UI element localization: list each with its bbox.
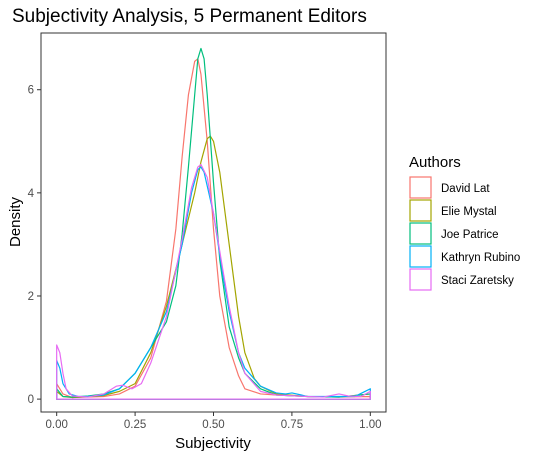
legend-key <box>409 176 432 199</box>
chart-title: Subjectivity Analysis, 5 Permanent Edito… <box>12 6 367 27</box>
legend-key <box>409 268 432 291</box>
x-axis-title: Subjectivity <box>175 435 251 452</box>
y-axis: 0 2 4 6 <box>28 85 41 406</box>
legend-label: Kathryn Rubino <box>441 252 520 264</box>
y-tick-label: 4 <box>28 188 35 200</box>
legend-label: David Lat <box>441 183 490 195</box>
legend-key <box>409 245 432 268</box>
plot-area <box>40 32 387 413</box>
legend-key <box>409 222 432 245</box>
series-layer <box>56 47 371 400</box>
y-tick-label: 0 <box>28 394 34 406</box>
y-tick-label: 6 <box>28 85 34 97</box>
legend-label: Staci Zaretsky <box>441 275 514 287</box>
legend: Authors David Lat Elie Mystal Joe Patrice K… <box>409 154 520 291</box>
legend-label: Joe Patrice <box>441 229 499 241</box>
x-axis: 0.00 0.25 0.50 0.75 1.00 <box>45 412 382 431</box>
y-axis-title: Density <box>7 196 24 247</box>
legend-items: David Lat Elie Mystal Joe Patrice Kathryn R… <box>409 176 520 291</box>
density-line-staci-zaretsky <box>56 163 371 400</box>
x-tick-label: 0.50 <box>202 419 224 431</box>
legend-title: Authors <box>409 154 461 171</box>
x-tick-label: 0.25 <box>124 419 146 431</box>
x-tick-label: 0.75 <box>281 419 303 431</box>
legend-key <box>409 199 432 222</box>
legend-label: Elie Mystal <box>441 206 497 218</box>
x-tick-label: 0.00 <box>45 419 67 431</box>
x-tick-label: 1.00 <box>359 419 381 431</box>
y-tick-label: 2 <box>28 291 34 303</box>
